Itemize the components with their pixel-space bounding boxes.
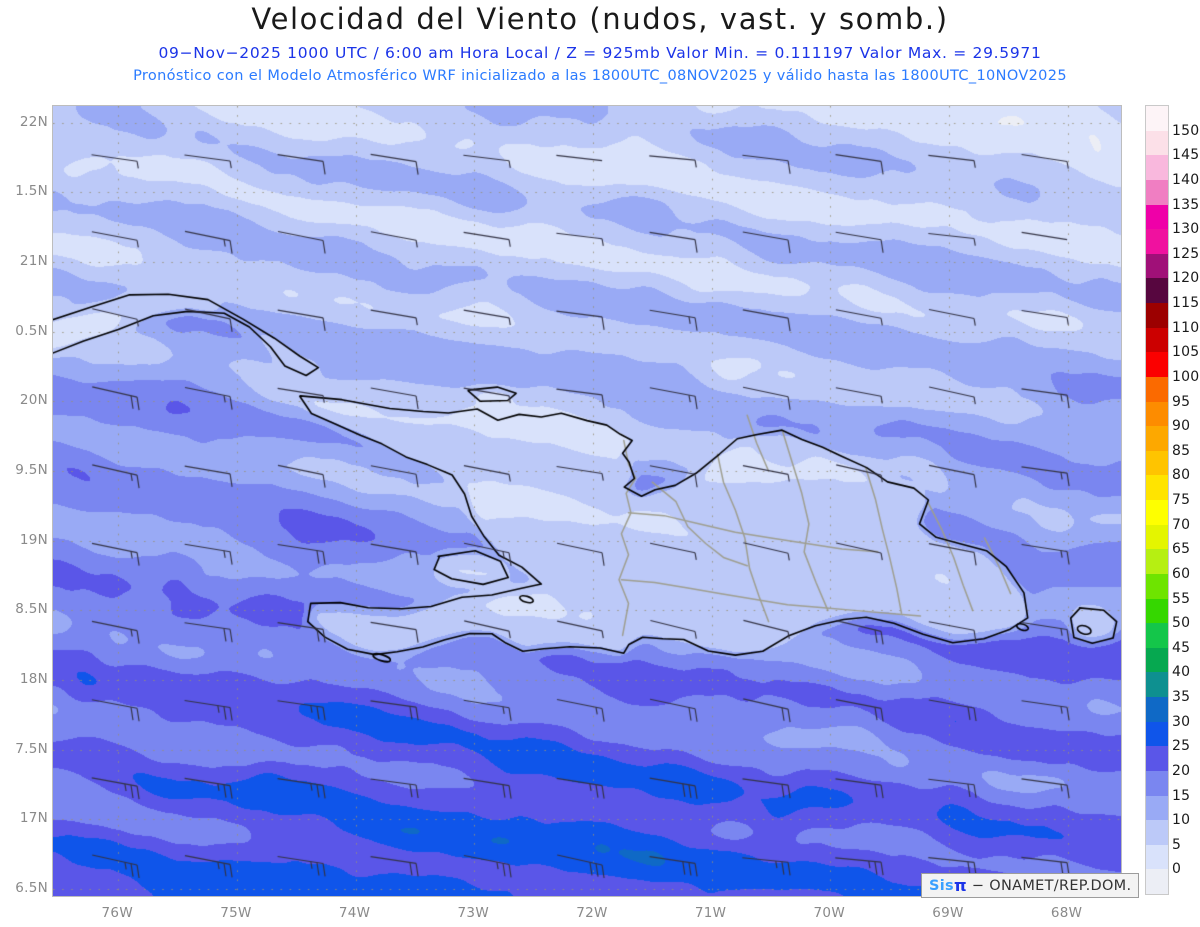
model-info-line: Pronóstico con el Modelo Atmosférico WRF… [133,68,1067,84]
colorbar-tick: 150 [1172,122,1200,139]
colorbar[interactable] [1145,105,1169,895]
colorbar-tick: 50 [1172,615,1191,632]
colorbar-swatch [1146,204,1168,230]
colorbar-swatch [1146,770,1168,796]
colorbar-swatch [1146,549,1168,574]
wind-barb-layer [53,106,1121,896]
longitude-tick: 70W [813,905,845,921]
latitude-tick: 0.5N [15,322,48,339]
colorbar-tick: 55 [1172,590,1191,607]
badge-sis-text: Sis [929,877,954,894]
wind-speed-map[interactable] [52,105,1122,897]
latitude-tick: 18N [19,671,48,688]
colorbar-swatch [1146,229,1168,254]
colorbar-swatch [1146,869,1168,894]
colorbar-tick: 15 [1172,787,1191,804]
colorbar-swatch [1146,179,1168,205]
colorbar-swatch [1146,598,1168,624]
colorbar-swatch [1146,130,1168,156]
colorbar-tick: 115 [1172,295,1200,311]
colorbar-tick: 125 [1172,245,1200,262]
colorbar-swatch [1146,820,1168,845]
colorbar-tick: 20 [1172,762,1191,779]
colorbar-tick: 25 [1172,738,1191,755]
colorbar-swatch [1146,697,1168,722]
colorbar-swatch [1146,623,1168,648]
latitude-tick: 9.5N [15,462,48,479]
longitude-tick: 76W [101,905,133,921]
colorbar-tick: 45 [1172,639,1191,656]
colorbar-tick: 80 [1172,467,1191,484]
longitude-tick: 73W [457,905,489,921]
colorbar-swatch [1146,450,1168,476]
colorbar-swatch [1146,352,1168,377]
colorbar-swatch [1146,278,1168,303]
attribution-badge: Sis π − ONAMET/REP.DOM. [921,873,1140,898]
longitude-tick: 72W [576,905,608,921]
latitude-tick: 17N [19,810,48,827]
latitude-tick: 8.5N [15,601,48,618]
latitude-tick: 22N [19,113,48,130]
colorbar-swatch [1146,721,1168,747]
colorbar-tick: 100 [1172,368,1200,385]
colorbar-swatch [1146,746,1168,771]
colorbar-swatch [1146,155,1168,180]
colorbar-tick: 120 [1172,270,1200,287]
colorbar-swatch [1146,500,1168,525]
colorbar-tick: 140 [1172,171,1200,188]
colorbar-tick: 10 [1172,812,1191,829]
colorbar-tick: 60 [1172,565,1191,582]
badge-pi-icon: π [953,876,967,895]
longitude-tick: 74W [338,905,371,921]
latitude-tick: 21N [19,253,48,270]
colorbar-tick: 135 [1172,196,1200,213]
forecast-metadata-line: 09−Nov−2025 1000 UTC / 6:00 am Hora Loca… [158,44,1042,62]
colorbar-swatch [1146,426,1168,451]
latitude-tick: 6.5N [15,880,48,897]
colorbar-tick: 105 [1172,344,1200,361]
colorbar-swatch [1146,106,1168,131]
latitude-tick: 20N [19,392,48,409]
page-title: Velocidad del Viento (nudos, vast. y som… [251,2,949,36]
colorbar-tick: 65 [1172,541,1191,558]
longitude-tick: 71W [694,905,727,921]
colorbar-swatch [1146,376,1168,402]
colorbar-swatch [1146,303,1168,328]
colorbar-tick: 40 [1172,664,1191,681]
colorbar-tick: 5 [1172,836,1182,853]
colorbar-tick: 35 [1172,689,1191,705]
colorbar-tick: 85 [1172,442,1191,459]
colorbar-tick: 90 [1172,418,1191,435]
colorbar-tick: 130 [1172,221,1200,238]
longitude-tick: 68W [1050,905,1083,921]
longitude-tick: 69W [932,905,964,921]
colorbar-tick-labels: 150 145 140 135 130 125 120 115 110 105 100 95 90 85 8… [1172,105,1200,895]
colorbar-tick: 110 [1172,319,1200,336]
colorbar-tick: 75 [1172,492,1191,508]
colorbar-tick: 145 [1172,147,1200,164]
latitude-tick: 19N [19,531,48,548]
colorbar-swatch [1146,573,1168,599]
badge-org-text: − ONAMET/REP.DOM. [971,877,1132,894]
colorbar-swatch [1146,327,1168,353]
colorbar-swatch [1146,844,1168,870]
colorbar-swatch [1146,401,1168,427]
latitude-tick: 7.5N [15,740,48,757]
colorbar-swatch [1146,795,1168,821]
colorbar-swatch [1146,672,1168,697]
colorbar-tick: 70 [1172,516,1191,533]
colorbar-swatch [1146,475,1168,500]
latitude-tick: 1.5N [15,183,48,200]
colorbar-tick: 95 [1172,393,1191,410]
colorbar-tick: 30 [1172,713,1191,730]
longitude-tick: 75W [220,905,252,921]
colorbar-swatch [1146,524,1168,550]
colorbar-tick: 0 [1172,861,1182,878]
colorbar-swatch [1146,647,1168,673]
colorbar-swatch [1146,253,1168,279]
